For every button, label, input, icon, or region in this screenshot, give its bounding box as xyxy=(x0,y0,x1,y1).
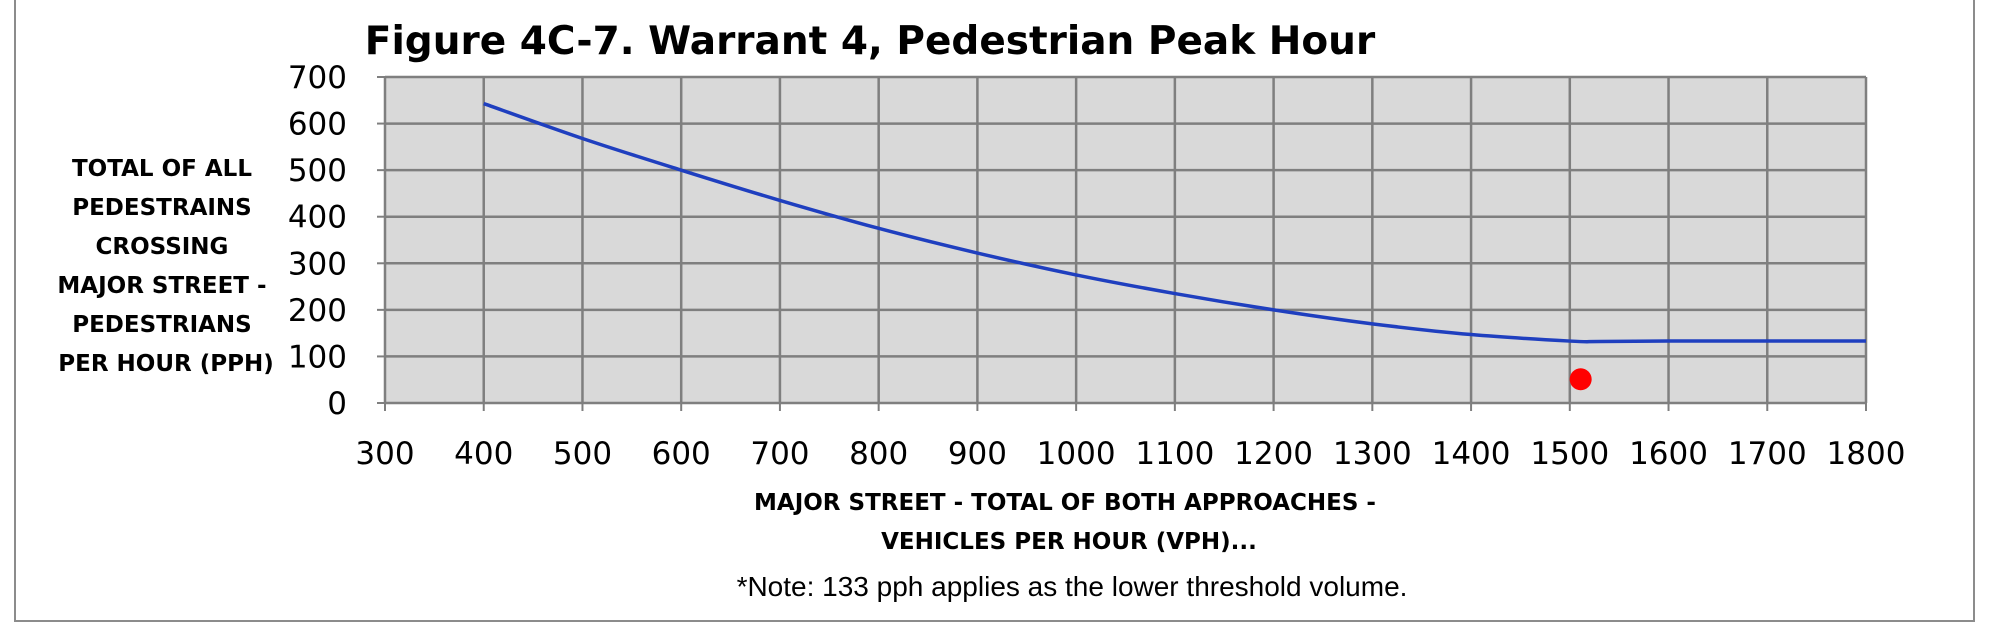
x-axis-label-line: MAJOR STREET - TOTAL OF BOTH APPROACHES … xyxy=(754,490,1376,516)
y-tick-label: 400 xyxy=(288,200,347,236)
y-axis-label-line: PER HOUR (PPH) xyxy=(58,351,273,377)
x-tick-label: 1400 xyxy=(1432,436,1511,472)
axes xyxy=(377,76,1867,411)
x-tick-label: 1200 xyxy=(1234,436,1313,472)
x-tick-label: 1800 xyxy=(1827,436,1906,472)
data-point xyxy=(1569,368,1592,391)
y-tick-label: 200 xyxy=(288,293,347,329)
x-tick-label: 700 xyxy=(750,436,809,472)
y-axis-label-line: MAJOR STREET - xyxy=(57,273,266,299)
y-tick-label: 600 xyxy=(288,107,347,143)
grid xyxy=(385,75,1868,403)
x-axis-label: MAJOR STREET - TOTAL OF BOTH APPROACHES … xyxy=(754,490,1384,555)
x-tick-label: 900 xyxy=(948,436,1007,472)
y-axis-label-line: PEDESTRAINS xyxy=(72,195,252,221)
plot-area xyxy=(385,77,1866,403)
y-axis-label-line: CROSSING xyxy=(96,234,229,260)
x-tick-label: 800 xyxy=(849,436,908,472)
y-tick-label: 100 xyxy=(288,339,347,375)
x-tick-label: 1000 xyxy=(1037,436,1116,472)
x-tick-label: 1100 xyxy=(1135,436,1214,472)
x-axis-label-line: VEHICLES PER HOUR (VPH)... xyxy=(881,529,1257,555)
chart-title: Figure 4C-7. Warrant 4, Pedestrian Peak … xyxy=(365,19,1376,64)
x-tick-label: 1300 xyxy=(1333,436,1412,472)
x-tick-label: 400 xyxy=(454,436,513,472)
x-tick-label: 1700 xyxy=(1728,436,1807,472)
y-axis-label: TOTAL OF ALL PEDESTRAINS CROSSING MAJOR … xyxy=(57,156,274,377)
y-tick-label: 300 xyxy=(288,246,347,282)
x-tick-labels: 300 400 500 600 700 800 900 1000 1100 1200 1300 140… xyxy=(355,436,1905,472)
y-tick-label: 0 xyxy=(327,386,347,422)
y-tick-label: 700 xyxy=(288,60,347,96)
series-layer xyxy=(483,101,1866,391)
y-axis-label-line: TOTAL OF ALL xyxy=(72,156,252,182)
y-axis-label-line: PEDESTRIANS xyxy=(72,312,252,338)
x-tick-label: 1500 xyxy=(1530,436,1609,472)
x-tick-label: 1600 xyxy=(1629,436,1708,472)
x-tick-label: 600 xyxy=(652,436,711,472)
y-tick-label: 500 xyxy=(288,153,347,189)
threshold-note: *Note: 133 pph applies as the lower thre… xyxy=(737,571,1408,602)
x-tick-label: 500 xyxy=(553,436,612,472)
y-tick-labels: 0 100 200 300 400 500 600 700 xyxy=(288,60,347,422)
x-tick-label: 300 xyxy=(355,436,414,472)
threshold-curve xyxy=(483,101,1866,344)
